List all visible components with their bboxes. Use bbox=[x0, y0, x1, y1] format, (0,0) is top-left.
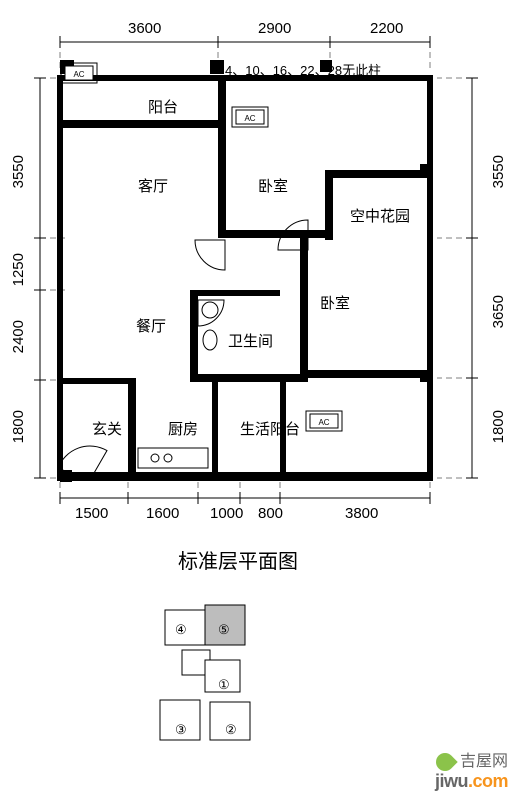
dim-value: 1250 bbox=[10, 253, 27, 286]
svg-text:AC: AC bbox=[244, 114, 255, 123]
dim-value: 1800 bbox=[10, 410, 27, 443]
keyplan-unit: ① bbox=[218, 677, 230, 693]
dim-value: 1500 bbox=[75, 505, 108, 522]
dim-value: 1000 bbox=[210, 505, 243, 522]
room-label: 阳台 bbox=[148, 96, 178, 117]
room-label: 餐厅 bbox=[136, 315, 166, 336]
floorplan-canvas: AC AC AC 标准层平面图 4、10、16、22、28无此柱 吉屋网 jiwu.… bbox=[0, 0, 516, 800]
dim-value: 3650 bbox=[490, 295, 507, 328]
column-note: 4、10、16、22、28无此柱 bbox=[225, 60, 381, 79]
room-label: 卧室 bbox=[258, 175, 288, 196]
dim-value: 3550 bbox=[10, 155, 27, 188]
room-label: 客厅 bbox=[138, 175, 168, 196]
dim-value: 1800 bbox=[490, 410, 507, 443]
dim-value: 2900 bbox=[258, 20, 291, 37]
room-label: 空中花园 bbox=[350, 205, 410, 226]
keyplan-unit: ⑤ bbox=[218, 622, 230, 638]
floorplan-svg: AC AC AC bbox=[0, 0, 516, 800]
dim-value: 3550 bbox=[490, 155, 507, 188]
dim-value: 3800 bbox=[345, 505, 378, 522]
dim-value: 1600 bbox=[146, 505, 179, 522]
svg-text:AC: AC bbox=[73, 70, 84, 79]
dim-value: 3600 bbox=[128, 20, 161, 37]
keyplan-unit: ③ bbox=[175, 722, 187, 738]
keyplan-unit: ④ bbox=[175, 622, 187, 638]
watermark-domain-name: jiwu bbox=[435, 771, 468, 791]
dim-value: 2200 bbox=[370, 20, 403, 37]
watermark-domain: jiwu.com bbox=[435, 771, 508, 791]
watermark-cn: 吉屋网 bbox=[460, 753, 508, 770]
room-label: 卫生间 bbox=[228, 330, 273, 351]
room-label: 厨房 bbox=[168, 418, 198, 439]
plan-title: 标准层平面图 bbox=[178, 545, 298, 574]
watermark-tld: .com bbox=[468, 771, 508, 791]
dim-value: 800 bbox=[258, 505, 283, 522]
room-label: 卧室 bbox=[320, 292, 350, 313]
watermark: 吉屋网 jiwu.com bbox=[435, 747, 508, 792]
room-label: 玄关 bbox=[92, 418, 122, 439]
room-label: 生活阳台 bbox=[240, 418, 300, 439]
dim-value: 2400 bbox=[10, 320, 27, 353]
keyplan-unit: ② bbox=[225, 722, 237, 738]
svg-text:AC: AC bbox=[318, 418, 329, 427]
